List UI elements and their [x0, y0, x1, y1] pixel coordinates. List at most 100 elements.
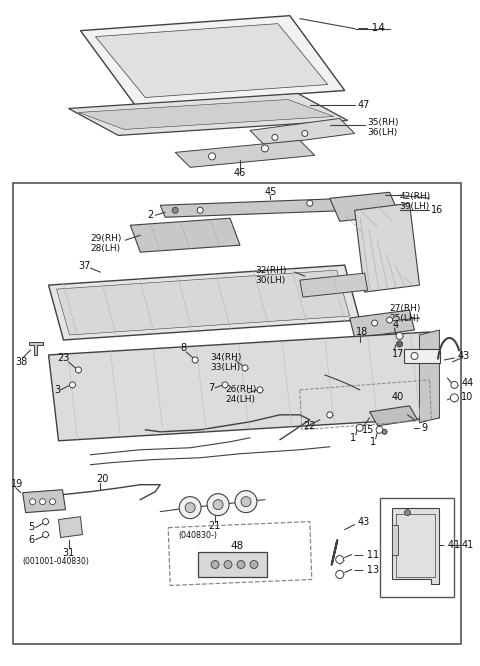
Circle shape — [30, 499, 36, 505]
Text: 48: 48 — [230, 541, 243, 551]
Text: 28(LH): 28(LH) — [90, 244, 120, 252]
Polygon shape — [250, 119, 355, 145]
Circle shape — [75, 367, 82, 373]
Text: 10: 10 — [461, 392, 474, 402]
Text: — 13: — 13 — [354, 565, 379, 575]
FancyBboxPatch shape — [12, 183, 461, 644]
Circle shape — [209, 153, 216, 160]
Circle shape — [327, 412, 333, 418]
Text: 25(LH): 25(LH) — [390, 314, 420, 322]
Circle shape — [235, 491, 257, 513]
Polygon shape — [130, 218, 240, 252]
Polygon shape — [57, 270, 350, 335]
Text: 3: 3 — [55, 385, 60, 395]
Text: 23: 23 — [58, 353, 70, 363]
Polygon shape — [78, 99, 334, 129]
Polygon shape — [96, 24, 328, 97]
Text: 32(RH): 32(RH) — [255, 266, 287, 274]
Circle shape — [450, 394, 458, 402]
Text: 36(LH): 36(LH) — [368, 128, 398, 137]
Text: 1: 1 — [350, 433, 356, 443]
Text: — 12: — 12 — [418, 351, 443, 361]
Text: — 41: — 41 — [435, 539, 460, 549]
Circle shape — [376, 426, 383, 434]
Circle shape — [172, 207, 178, 213]
Circle shape — [405, 509, 410, 515]
Circle shape — [262, 145, 268, 152]
Text: 20: 20 — [96, 474, 109, 484]
Circle shape — [49, 499, 56, 505]
Circle shape — [396, 332, 403, 340]
Polygon shape — [300, 273, 368, 297]
Text: 47: 47 — [358, 101, 370, 111]
Text: 43: 43 — [358, 517, 370, 527]
Circle shape — [336, 571, 344, 579]
Circle shape — [451, 382, 458, 388]
Polygon shape — [29, 342, 43, 355]
Circle shape — [302, 131, 308, 137]
Circle shape — [211, 561, 219, 569]
Polygon shape — [330, 192, 399, 221]
Text: 35(RH): 35(RH) — [368, 118, 399, 127]
Text: 16: 16 — [432, 205, 444, 215]
Circle shape — [70, 382, 75, 388]
Polygon shape — [69, 93, 348, 135]
Text: 8: 8 — [180, 343, 186, 353]
Text: 26(RH): 26(RH) — [225, 386, 256, 394]
Circle shape — [39, 499, 46, 505]
Circle shape — [372, 320, 378, 326]
Text: 34(RH): 34(RH) — [210, 354, 241, 362]
Polygon shape — [392, 507, 439, 585]
Text: 39(LH): 39(LH) — [399, 202, 430, 210]
Polygon shape — [81, 16, 345, 105]
Text: 22: 22 — [303, 421, 315, 431]
Circle shape — [356, 424, 363, 432]
Text: 6: 6 — [29, 535, 35, 545]
Circle shape — [411, 352, 418, 360]
Text: 43: 43 — [457, 351, 469, 361]
Text: 44: 44 — [461, 378, 474, 388]
Circle shape — [192, 357, 198, 363]
Circle shape — [43, 519, 48, 525]
Circle shape — [241, 497, 251, 507]
Polygon shape — [370, 406, 418, 426]
Polygon shape — [48, 265, 360, 340]
Polygon shape — [420, 330, 439, 423]
Text: 7: 7 — [208, 383, 215, 393]
Text: 15: 15 — [361, 425, 374, 435]
Text: 4: 4 — [393, 320, 399, 330]
Circle shape — [396, 341, 403, 347]
Circle shape — [222, 382, 228, 388]
Polygon shape — [350, 310, 415, 338]
Polygon shape — [392, 525, 397, 555]
Text: — 11: — 11 — [354, 549, 379, 559]
Circle shape — [386, 317, 393, 323]
Text: 40: 40 — [392, 392, 404, 402]
Text: 42(RH): 42(RH) — [399, 192, 431, 200]
Text: 29(RH): 29(RH) — [90, 234, 122, 242]
Circle shape — [272, 135, 278, 141]
Text: 30(LH): 30(LH) — [255, 276, 285, 284]
Circle shape — [179, 497, 201, 519]
Text: 18: 18 — [356, 327, 368, 337]
Text: 33(LH): 33(LH) — [210, 364, 240, 372]
Polygon shape — [160, 198, 355, 217]
Text: 5: 5 — [29, 521, 35, 531]
Circle shape — [336, 555, 344, 563]
Circle shape — [43, 531, 48, 537]
FancyBboxPatch shape — [198, 551, 267, 577]
Text: 38: 38 — [16, 357, 28, 367]
Text: 27(RH): 27(RH) — [390, 304, 421, 312]
FancyBboxPatch shape — [380, 498, 455, 597]
Text: 9: 9 — [421, 423, 428, 433]
Circle shape — [197, 207, 203, 213]
Circle shape — [213, 500, 223, 509]
Circle shape — [242, 365, 248, 371]
Text: 31: 31 — [62, 547, 75, 557]
Text: 24(LH): 24(LH) — [225, 396, 255, 404]
Text: 45: 45 — [265, 187, 277, 197]
Text: 21: 21 — [208, 521, 220, 531]
Text: 1: 1 — [370, 437, 376, 447]
Text: 41: 41 — [461, 539, 474, 549]
Polygon shape — [175, 141, 315, 167]
